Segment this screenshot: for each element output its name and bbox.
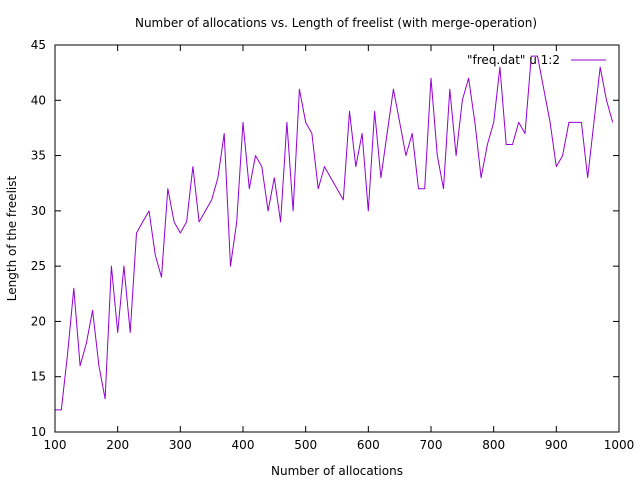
x-tick-label: 300 <box>169 438 192 452</box>
x-tick-label: 800 <box>482 438 505 452</box>
x-tick-label: 900 <box>545 438 568 452</box>
x-axis-title: Number of allocations <box>271 464 403 478</box>
x-tick-label: 500 <box>294 438 317 452</box>
legend: "freq.dat" u 1:2 <box>467 53 606 67</box>
x-tick-label: 200 <box>106 438 129 452</box>
y-axis-title: Length of the freelist <box>5 176 19 302</box>
y-tick-label: 45 <box>31 38 46 52</box>
y-tick-label: 30 <box>31 204 46 218</box>
plot-frame <box>54 44 620 433</box>
plot-area <box>55 55 614 411</box>
x-tick-label: 100 <box>44 438 67 452</box>
y-tick-label: 25 <box>31 259 46 273</box>
y-tick-label: 10 <box>31 425 46 439</box>
legend-label: "freq.dat" u 1:2 <box>467 53 560 67</box>
x-tick-label: 700 <box>420 438 443 452</box>
y-tick-label: 35 <box>31 149 46 163</box>
y-tick-label: 40 <box>31 93 46 107</box>
y-tick-label: 20 <box>31 314 46 328</box>
axis-ticks: 100 200 300 400 500 600 700 800 900 1000 10 15 20 25 3… <box>31 38 635 452</box>
x-tick-label: 600 <box>357 438 380 452</box>
series-line <box>55 55 614 411</box>
chart-title: Number of allocations vs. Length of free… <box>135 16 537 30</box>
x-tick-label: 1000 <box>604 438 635 452</box>
y-tick-label: 15 <box>31 370 46 384</box>
x-tick-label: 400 <box>232 438 255 452</box>
